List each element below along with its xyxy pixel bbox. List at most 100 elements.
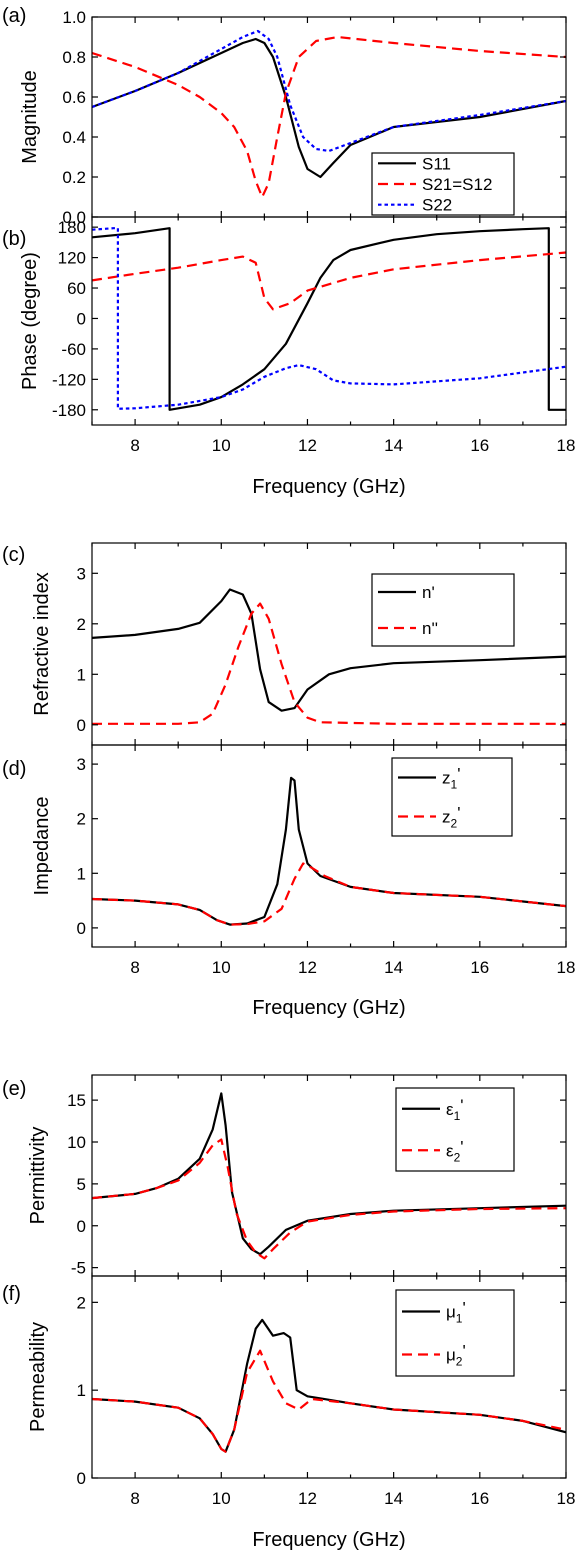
series-line-2 (92, 227, 566, 410)
legend: z1'z2' (391, 757, 513, 837)
y-tick-label: 120 (58, 249, 86, 268)
legend-box (395, 1087, 515, 1172)
y-tick-label: -180 (52, 401, 86, 420)
x-tick-label: 18 (557, 958, 576, 977)
chart-panel-b: 180 120 60 0 -60 -120 -180 8 10 12 14 16 18 Frequency… (2, 216, 576, 498)
panel-label: (f) (2, 1283, 21, 1305)
x-tick-label: 14 (384, 1489, 403, 1508)
x-tick-label: 12 (298, 436, 317, 455)
y-tick-label: 3 (77, 564, 86, 583)
x-tick-label: 8 (130, 1489, 139, 1508)
legend: n' n'' (371, 573, 515, 647)
y-tick-label: -120 (52, 370, 86, 389)
legend-label: S22 (422, 196, 452, 215)
y-tick-label: 1.0 (62, 8, 86, 27)
y-tick-label: 0 (77, 1217, 86, 1236)
y-tick-label: 0.8 (62, 48, 86, 67)
y-tick-label: 5 (77, 1175, 86, 1194)
chart-panel-a: 0.0 0.2 0.4 0.6 0.8 1.0 Magnitude (a) S11 S21=S12… (2, 5, 567, 227)
series-line-1 (92, 251, 566, 311)
legend-label: n' (422, 583, 435, 602)
series-line-0 (92, 776, 566, 926)
x-tick-label: 16 (470, 436, 489, 455)
x-axis-title: Frequency (GHz) (252, 997, 405, 1019)
y-tick-label: -60 (61, 340, 86, 359)
y-tick-label: 2 (77, 615, 86, 634)
panel-label: (d) (2, 758, 26, 780)
legend-label: z1' (442, 765, 460, 792)
legend-label: z2' (442, 804, 460, 831)
y-tick-label: 1 (77, 665, 86, 684)
y-tick-label: 0 (77, 919, 86, 938)
series-line-1 (92, 602, 566, 725)
series-line-0 (92, 588, 566, 712)
y-axis-title: Refractive index (31, 572, 53, 715)
series-line-0 (92, 1092, 566, 1256)
x-tick-label: 8 (130, 958, 139, 977)
legend-box (395, 1289, 515, 1377)
legend-label: S11 (422, 154, 451, 173)
y-tick-label: 3 (77, 755, 86, 774)
y-tick-label: 0.0 (62, 208, 86, 227)
y-tick-label: 10 (67, 1133, 86, 1152)
panel-label: (c) (2, 544, 25, 566)
series-line-1 (92, 35, 566, 199)
y-tick-label: 0 (77, 716, 86, 735)
x-axis-title: Frequency (GHz) (252, 1529, 405, 1551)
x-tick-label: 16 (470, 958, 489, 977)
chart-panel-c: 0 1 2 3 Refractive index (c) n' n'' (2, 542, 567, 746)
x-tick-label: 12 (298, 958, 317, 977)
legend: ε1' ε2' (395, 1087, 515, 1172)
y-tick-label: -5 (71, 1259, 86, 1278)
legend: S11 S21=S12 S22 (371, 152, 515, 216)
x-tick-label: 12 (298, 1489, 317, 1508)
y-axis-title: Phase (degree) (19, 252, 41, 390)
legend-box (391, 757, 513, 837)
series-line-2 (92, 29, 566, 153)
y-tick-label: 0.4 (62, 128, 86, 147)
panel-label: (b) (2, 228, 26, 250)
legend: μ1' μ2' (395, 1289, 515, 1377)
plot-frame (91, 1275, 567, 1479)
panel-label: (e) (2, 1078, 26, 1100)
y-tick-label: 0.2 (62, 168, 86, 187)
y-tick-label: 1 (77, 864, 86, 883)
x-tick-label: 14 (384, 958, 403, 977)
series-line-1 (92, 1138, 566, 1260)
x-tick-label: 14 (384, 436, 403, 455)
series-line-0 (92, 227, 566, 411)
x-tick-label: 8 (130, 436, 139, 455)
y-tick-label: 1 (77, 1381, 86, 1400)
y-tick-label: 0.6 (62, 88, 86, 107)
legend-label: ε1' (446, 1096, 464, 1123)
y-axis-title: Permittivity (27, 1127, 49, 1225)
x-tick-label: 18 (557, 1489, 576, 1508)
y-axis-title: Permeability (27, 1322, 49, 1432)
legend-label: ε2' (446, 1137, 464, 1164)
legend-label: S21=S12 (422, 175, 492, 194)
legend-box (371, 573, 515, 647)
series-line-1 (92, 1349, 566, 1453)
x-tick-label: 18 (557, 436, 576, 455)
y-tick-label: 60 (67, 279, 86, 298)
y-tick-label: 2 (77, 810, 86, 829)
plot-frame (91, 744, 567, 948)
legend-label: μ1' (446, 1299, 466, 1326)
y-tick-label: 2 (77, 1293, 86, 1312)
legend-label: μ2' (446, 1342, 466, 1369)
plot-frame (91, 216, 567, 426)
y-axis-title: Impedance (31, 797, 53, 896)
series-line-1 (92, 862, 566, 926)
y-tick-label: 0 (77, 1469, 86, 1488)
x-tick-label: 10 (212, 1489, 231, 1508)
panel-label: (a) (2, 5, 26, 27)
y-axis-title: Magnitude (19, 70, 41, 163)
x-tick-label: 10 (212, 436, 231, 455)
y-tick-label: 180 (58, 218, 86, 237)
y-tick-label: 0 (77, 309, 86, 328)
chart-panel-e: 15 10 5 0 -5 Permittivity (e) ε1' ε2' (2, 1074, 567, 1278)
x-axis-title: Frequency (GHz) (252, 476, 405, 498)
